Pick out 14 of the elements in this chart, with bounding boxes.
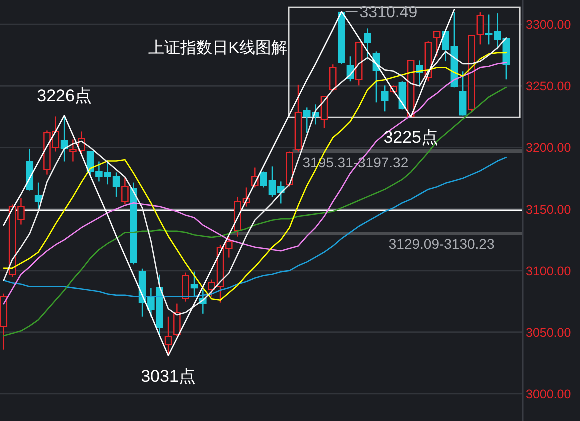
y-tick-label: 3150.00 <box>526 202 572 217</box>
annotation: 3031点 <box>141 366 196 386</box>
annotation: 3226点 <box>37 86 92 106</box>
annotation: 3310.49 <box>346 4 418 22</box>
annotation: 3310.49 <box>360 4 418 22</box>
y-tick-label: 3250.00 <box>526 80 572 94</box>
y-tick-label: 3050.00 <box>526 326 572 340</box>
y-tick-label: 3100.00 <box>526 264 572 278</box>
annotation: 3225点 <box>384 128 439 147</box>
title: 上证指数日K线图解 <box>148 40 288 57</box>
band-label: 3129.09-3130.23 <box>388 236 495 252</box>
y-tick-label: 3000.00 <box>526 387 572 402</box>
y-tick-label: 3200.00 <box>526 141 572 156</box>
y-tick-label: 3300.00 <box>526 18 572 32</box>
